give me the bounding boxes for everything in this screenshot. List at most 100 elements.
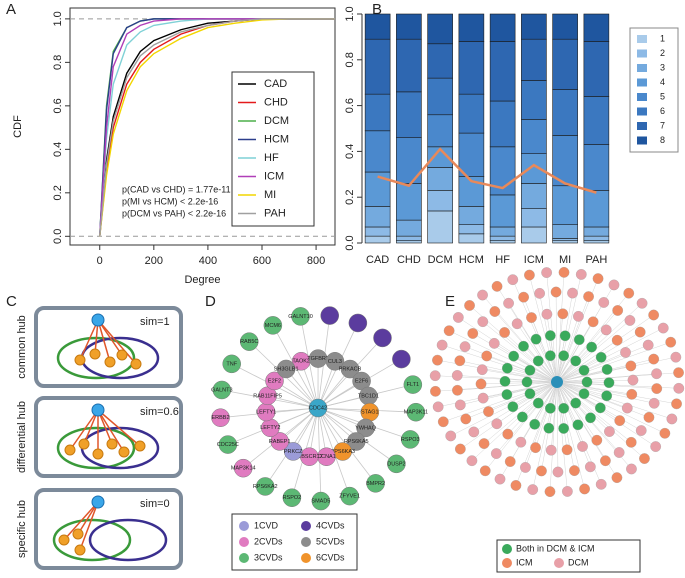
cdf-line [99, 18, 335, 237]
gene-label: CDC25C [217, 442, 239, 448]
gene-node [544, 402, 556, 414]
network-edge [556, 381, 559, 472]
bar-segment [458, 13, 485, 42]
x-tick-label: CAD [366, 254, 389, 266]
gene-node [356, 418, 375, 438]
panel-label: E [445, 293, 455, 310]
legend-label: 7 [660, 120, 665, 130]
gene-node [577, 441, 588, 452]
gene-node [400, 430, 420, 449]
gene-node [503, 297, 514, 309]
bar-segment [521, 183, 547, 209]
legend-swatch [637, 136, 647, 145]
gene-node [501, 362, 513, 374]
x-tick-label: MI [559, 254, 571, 266]
bar-segment [458, 224, 485, 235]
hub-edge [69, 409, 99, 451]
legend-label: 5 [660, 91, 665, 101]
network-edge [556, 381, 585, 490]
bar-segment [552, 224, 578, 239]
legend-label: DCM [264, 115, 289, 127]
gene-label: E2F2 [268, 378, 281, 384]
x-tick-label: CHD [397, 254, 421, 266]
bar-segment [364, 93, 391, 132]
bar-segment [583, 240, 610, 244]
bar-segment [396, 240, 422, 244]
bar-segment [364, 235, 391, 244]
legend-box [231, 71, 315, 227]
gene-node [532, 355, 544, 367]
gene-node [104, 356, 116, 368]
bar-segment [489, 100, 516, 148]
panel-label: C [6, 293, 17, 310]
legend-label: ICM [516, 557, 533, 567]
gene-node [613, 447, 625, 458]
gene-node [74, 354, 86, 366]
gene-node [270, 432, 289, 451]
gene-node [504, 456, 516, 467]
gene-node [604, 426, 615, 437]
gene-node [614, 415, 626, 426]
set-ellipse [56, 426, 136, 470]
bar-segment [552, 238, 578, 242]
gene-node [92, 448, 104, 460]
gene-label: PRKACB [339, 367, 362, 373]
bar-segment [521, 38, 547, 81]
gene-label: TGFBR2 [307, 356, 329, 362]
gene-node [432, 401, 444, 413]
legend-swatch [239, 521, 249, 531]
gene-node [643, 412, 655, 423]
gene-node [515, 436, 527, 448]
gene-node [567, 287, 578, 299]
x-tick-label: HCM [459, 254, 484, 266]
bar-segment [458, 233, 485, 244]
bar-segment [396, 38, 422, 93]
gene-node [579, 483, 590, 495]
hub-box [34, 306, 183, 388]
gene-node [572, 419, 584, 431]
legend-swatch [502, 558, 512, 568]
gene-node [530, 333, 542, 345]
gene-label: RAB11FIP5 [253, 393, 282, 399]
bar-segment [458, 206, 485, 225]
gene-node [89, 348, 101, 360]
gene-node [403, 375, 423, 394]
gene-node [282, 488, 302, 507]
gene-node [550, 286, 562, 298]
gene-node [592, 273, 604, 284]
gene-node [601, 364, 613, 375]
bar-segment [427, 43, 453, 79]
y-tick-label: 0.0 [344, 235, 356, 250]
network-edge [556, 381, 610, 432]
gene-node [648, 397, 660, 409]
gene-node [283, 442, 303, 461]
gene-node [585, 461, 596, 473]
gene-node [464, 300, 475, 311]
bar-segment [521, 153, 547, 184]
legend-label: 1 [660, 33, 665, 43]
bar-segment [364, 13, 391, 40]
gene-node [488, 338, 500, 349]
gene-node [211, 408, 230, 427]
gene-node [524, 269, 535, 281]
network-edge [516, 323, 558, 383]
gene-node [468, 426, 480, 438]
annotation: p(CAD vs CHD) = 1.77e-11 [122, 184, 231, 194]
legend-box [629, 27, 679, 153]
gene-node [476, 364, 488, 376]
gene-label: SMAD5 [311, 499, 330, 505]
gene-node [222, 354, 241, 374]
gene-node [454, 355, 466, 367]
network-edge [449, 330, 558, 383]
gene-node [575, 269, 587, 280]
bar-segment [583, 190, 610, 228]
hub-node [91, 495, 105, 509]
legend-swatch [637, 35, 647, 43]
gene-node [479, 465, 491, 477]
gene-node [603, 377, 615, 389]
network-edge [535, 339, 558, 383]
panel-label: A [6, 1, 16, 18]
network-edge [460, 381, 558, 450]
bar-segment [489, 13, 516, 42]
gene-node [477, 316, 489, 328]
